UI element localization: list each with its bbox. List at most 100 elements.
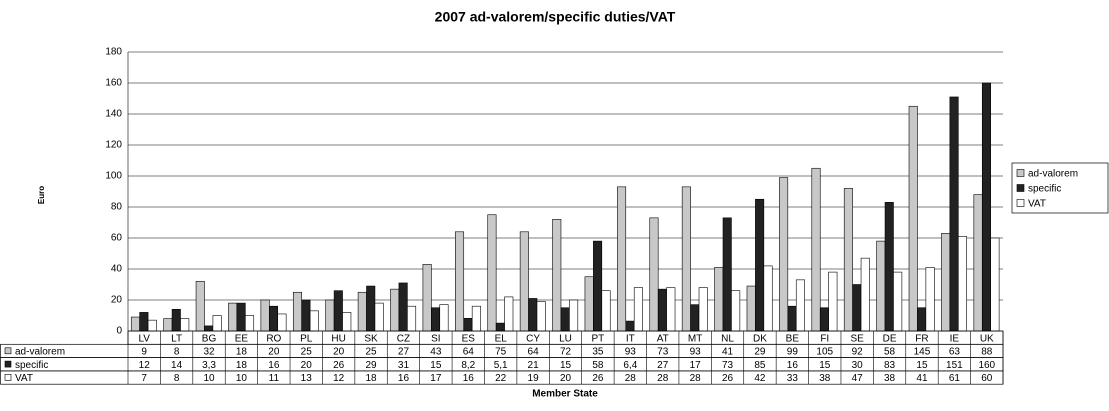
table-value: 160 <box>978 360 995 371</box>
table-value: 5,1 <box>494 360 508 371</box>
bar <box>755 198 765 332</box>
x-tick-label: IE <box>950 333 960 344</box>
bar <box>819 307 829 332</box>
y-tick-label: 20 <box>111 295 123 306</box>
bar <box>657 288 667 332</box>
bar <box>292 291 303 332</box>
x-tick-label: BE <box>786 333 800 344</box>
legend-label: ad-valorem <box>1028 169 1078 180</box>
bar <box>957 236 968 332</box>
x-tick-label: IT <box>626 333 635 344</box>
bar <box>908 105 918 332</box>
legend-box <box>1011 162 1109 214</box>
table-value: 20 <box>301 360 313 371</box>
bar <box>601 290 611 332</box>
bar <box>843 188 853 332</box>
bar <box>666 287 676 332</box>
bar <box>455 231 465 332</box>
bar <box>690 304 700 332</box>
legend-swatch <box>1016 199 1025 207</box>
x-tick-label: LT <box>171 333 182 344</box>
x-tick-label: UK <box>980 333 994 344</box>
bar <box>260 299 270 332</box>
table-swatch <box>4 374 12 381</box>
x-tick-label: FI <box>820 333 829 344</box>
table-value: 64 <box>463 347 475 358</box>
table-value: 25 <box>365 347 377 358</box>
y-tick-label: 140 <box>105 109 122 120</box>
bar <box>569 299 579 332</box>
table-series-name: specific <box>15 360 48 371</box>
table-value: 18 <box>365 373 377 384</box>
legend-label: VAT <box>1028 199 1046 210</box>
bar <box>925 267 935 332</box>
y-tick-label: 180 <box>105 47 122 58</box>
bar <box>763 265 773 332</box>
table-value: 61 <box>949 373 961 384</box>
x-tick-label: DK <box>753 333 767 344</box>
table-value: 93 <box>690 347 702 358</box>
table-value: 83 <box>884 360 896 371</box>
bar <box>147 319 157 332</box>
legend-label: specific <box>1028 184 1061 195</box>
bar <box>625 320 635 332</box>
bar <box>698 287 708 332</box>
bar <box>245 315 255 332</box>
table-value: 58 <box>592 360 604 371</box>
bar <box>893 271 903 332</box>
y-tick-label: 0 <box>116 326 122 337</box>
bar <box>342 312 352 332</box>
bar <box>731 290 741 332</box>
x-tick-label: SE <box>850 333 864 344</box>
x-tick-label: MT <box>688 333 702 344</box>
table-swatch <box>4 347 12 355</box>
x-tick-label: SI <box>431 333 440 344</box>
bar <box>722 217 732 332</box>
table-value: 15 <box>560 360 572 371</box>
bar <box>431 307 441 332</box>
table-value: 26 <box>722 373 734 384</box>
bar <box>325 299 335 332</box>
table-value: 26 <box>592 373 604 384</box>
bar <box>439 304 449 332</box>
table-value: 26 <box>333 360 345 371</box>
table-value: 38 <box>884 373 896 384</box>
table-value: 17 <box>690 360 702 371</box>
table-value: 10 <box>236 373 248 384</box>
table-value: 29 <box>365 360 377 371</box>
bar <box>828 271 838 332</box>
bar <box>357 291 367 332</box>
bar <box>876 240 886 332</box>
table-value: 7 <box>141 373 147 384</box>
table-value: 12 <box>333 373 345 384</box>
bar <box>139 312 149 332</box>
table-value: 41 <box>722 347 734 358</box>
table-row <box>0 370 1004 385</box>
bar <box>390 288 400 332</box>
bar <box>884 202 894 332</box>
table-series-name: ad-valorem <box>15 347 65 358</box>
table-value: 43 <box>430 347 442 358</box>
x-tick-label: SK <box>364 333 378 344</box>
table-value: 42 <box>754 373 766 384</box>
bar <box>163 318 173 332</box>
x-tick-label: DE <box>883 333 897 344</box>
y-tick-label: 100 <box>105 171 122 182</box>
bar <box>407 305 417 332</box>
table-value: 92 <box>852 347 864 358</box>
bar <box>593 240 603 332</box>
x-tick-label: EE <box>235 333 249 344</box>
bar <box>536 301 546 332</box>
x-tick-label: LV <box>138 333 150 344</box>
table-value: 73 <box>657 347 669 358</box>
table-value: 72 <box>560 347 572 358</box>
table-value: 22 <box>495 373 507 384</box>
table-value: 19 <box>528 373 540 384</box>
bar <box>422 264 432 332</box>
legend-swatch <box>1016 169 1025 177</box>
table-value: 99 <box>787 347 799 358</box>
table-value: 8 <box>174 347 180 358</box>
table-value: 14 <box>171 360 183 371</box>
x-tick-label: BG <box>202 333 217 344</box>
bar <box>649 217 659 332</box>
